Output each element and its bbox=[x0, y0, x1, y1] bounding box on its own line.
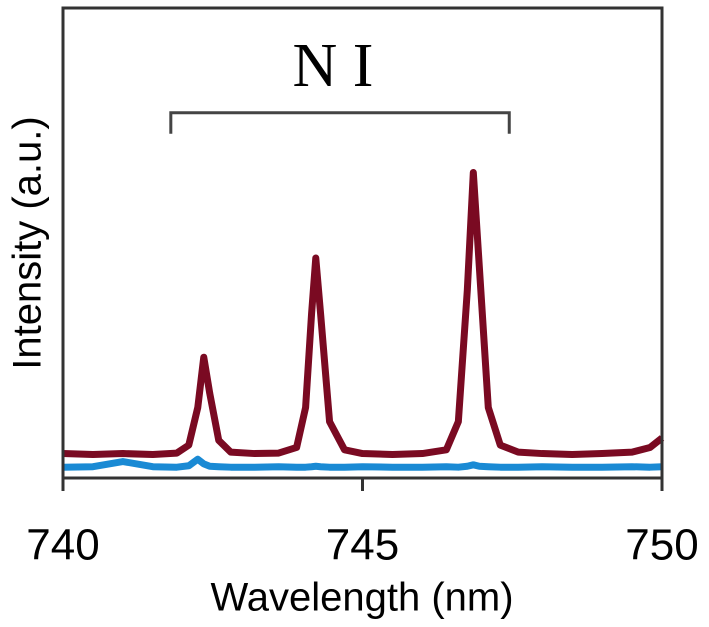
annotation-label: N I bbox=[293, 32, 374, 100]
y-axis-label: Intensity (a.u.) bbox=[6, 116, 50, 369]
x-tick-label: 740 bbox=[26, 521, 99, 570]
data-line bbox=[62, 169, 665, 458]
x-tick-label: 745 bbox=[326, 521, 399, 570]
annotation-bracket bbox=[169, 111, 511, 134]
x-tick-label: 750 bbox=[625, 521, 698, 570]
x-axis-label: Wavelength (nm) bbox=[210, 576, 513, 620]
data-line bbox=[62, 455, 663, 471]
